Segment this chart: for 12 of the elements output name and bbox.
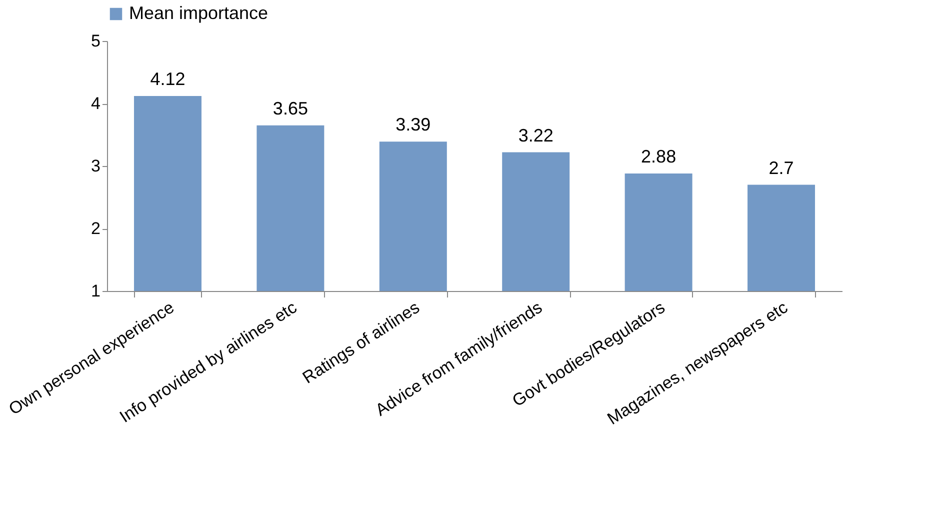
data-label: 3.39 (396, 114, 431, 135)
data-label: 4.12 (150, 69, 186, 89)
data-label: 3.22 (518, 125, 554, 146)
data-label: 2.88 (641, 146, 676, 166)
y-tick-label: 2 (91, 219, 100, 238)
y-tick-label: 1 (91, 282, 100, 300)
y-tick-label: 5 (91, 32, 100, 50)
data-label: 3.65 (272, 98, 308, 118)
legend-label: Mean importance (129, 3, 268, 23)
data-label: 2.7 (768, 158, 794, 178)
y-tick-label: 3 (91, 156, 100, 176)
y-tick-label: 4 (91, 94, 100, 113)
